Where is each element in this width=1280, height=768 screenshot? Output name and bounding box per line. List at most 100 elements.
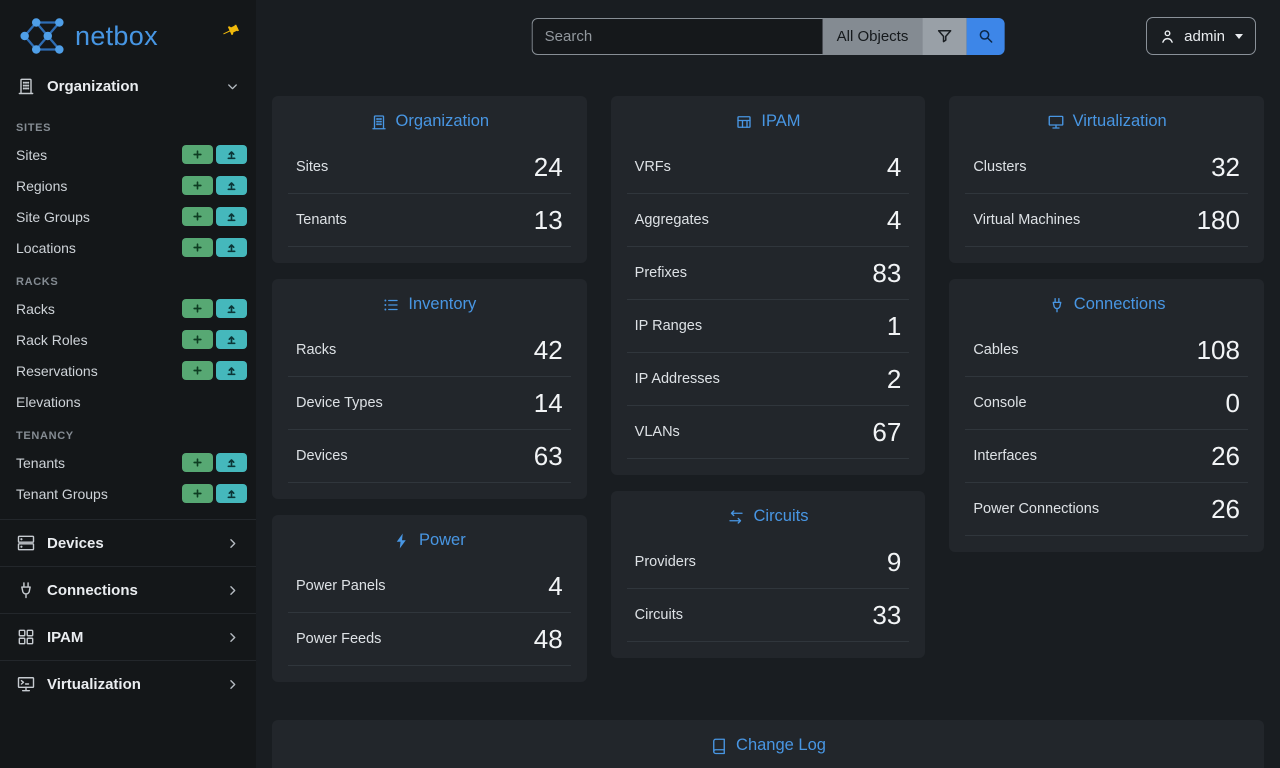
add-sites-button[interactable] <box>182 145 213 164</box>
card-title-link[interactable]: IPAM <box>761 112 801 130</box>
import-regions-button[interactable] <box>216 176 247 195</box>
stat-link-power-panels[interactable]: Power Panels <box>296 578 386 594</box>
stat-link-vlans[interactable]: VLANs <box>634 424 680 440</box>
add-racks-button[interactable] <box>182 299 213 318</box>
sidebar-section-ipam[interactable]: IPAM <box>0 613 256 660</box>
sidebar-item-tenant-groups[interactable]: Tenant Groups <box>16 485 108 502</box>
group-title-sites: SITES <box>16 122 52 134</box>
stat-value: 24 <box>533 152 563 182</box>
import-rack-roles-button[interactable] <box>216 330 247 349</box>
card-title-link[interactable]: Connections <box>1073 295 1166 313</box>
card-circuits: Circuits Providers 9 Circuits 33 <box>610 491 926 658</box>
stat-value: 4 <box>886 152 902 182</box>
upload-icon <box>227 182 236 191</box>
add-regions-button[interactable] <box>182 176 213 195</box>
card-title-link[interactable]: Virtualization <box>1072 112 1167 130</box>
pin-sidebar-icon[interactable] <box>223 22 240 39</box>
section-label: IPAM <box>47 628 84 646</box>
inventory-icon <box>384 299 399 310</box>
sidebar-item-regions[interactable]: Regions <box>16 177 68 194</box>
stat-link-clusters[interactable]: Clusters <box>973 159 1027 175</box>
add-locations-button[interactable] <box>182 238 213 257</box>
import-site-groups-button[interactable] <box>216 207 247 226</box>
dashboard-grid: Organization Sites 24 Tenants 13 <box>272 96 1264 682</box>
search-button[interactable] <box>966 17 1005 55</box>
sidebar-item-sites-row: Sites <box>0 139 256 170</box>
stat-link-power-feeds[interactable]: Power Feeds <box>296 631 382 647</box>
filter-button[interactable] <box>922 17 967 55</box>
stat-link-virtual-machines[interactable]: Virtual Machines <box>973 212 1081 228</box>
stat-value: 1 <box>886 311 902 341</box>
add-reservations-button[interactable] <box>182 361 213 380</box>
stat-link-sites[interactable]: Sites <box>296 159 329 175</box>
card-inventory: Inventory Racks 42 Device Types 14 Devic… <box>272 279 587 499</box>
add-site-groups-button[interactable] <box>182 207 213 226</box>
sidebar-item-elevations-row: Elevations <box>0 386 256 417</box>
plus-icon <box>193 304 202 313</box>
stat-link-devices[interactable]: Devices <box>296 448 348 464</box>
card-header: Change Log <box>288 720 1248 765</box>
plus-icon <box>193 150 202 159</box>
upload-icon <box>227 305 236 314</box>
sidebar-item-regions-row: Regions <box>0 170 256 201</box>
virtualization-icon <box>1048 115 1063 129</box>
add-tenants-button[interactable] <box>182 453 213 472</box>
sidebar-item-locations[interactable]: Locations <box>16 239 76 256</box>
card-title-link[interactable]: Organization <box>395 112 490 130</box>
stat-link-racks[interactable]: Racks <box>296 342 337 358</box>
stat-link-ip-addresses[interactable]: IP Addresses <box>634 371 720 387</box>
card-header: IPAM <box>627 96 910 141</box>
power-icon <box>396 533 406 548</box>
stat-link-vrfs[interactable]: VRFs <box>634 159 671 175</box>
sidebar-item-tenants[interactable]: Tenants <box>16 454 66 471</box>
sidebar-item-rack-roles[interactable]: Rack Roles <box>16 331 88 348</box>
add-rack-roles-button[interactable] <box>182 330 213 349</box>
sidebar-item-elevations[interactable]: Elevations <box>16 393 81 410</box>
devices-icon <box>17 535 35 551</box>
stat-link-prefixes[interactable]: Prefixes <box>634 265 688 281</box>
plug-icon <box>21 582 31 599</box>
import-sites-button[interactable] <box>216 145 247 164</box>
stat-link-cables[interactable]: Cables <box>973 342 1019 358</box>
search-input[interactable] <box>531 17 823 55</box>
stat-link-providers[interactable]: Providers <box>634 554 696 570</box>
sidebar-item-reservations[interactable]: Reservations <box>16 362 98 379</box>
import-racks-button[interactable] <box>216 299 247 318</box>
import-locations-button[interactable] <box>216 238 247 257</box>
search-scope-button[interactable]: All Objects <box>822 17 923 55</box>
stat-link-device-types[interactable]: Device Types <box>296 395 383 411</box>
user-menu-button[interactable]: admin <box>1146 17 1256 55</box>
stat-row: Tenants 13 <box>288 194 571 247</box>
sidebar-section-organization[interactable]: Organization <box>0 63 256 109</box>
stat-value: 0 <box>1225 388 1240 418</box>
stat-link-console[interactable]: Console <box>973 395 1027 411</box>
stat-link-tenants[interactable]: Tenants <box>296 212 347 228</box>
card-title-link[interactable]: Circuits <box>753 507 809 525</box>
sidebar-section-connections[interactable]: Connections <box>0 566 256 613</box>
sidebar-section-virtualization[interactable]: Virtualization <box>0 660 256 707</box>
import-reservations-button[interactable] <box>216 361 247 380</box>
section-label: Connections <box>47 581 138 599</box>
sidebar-item-site-groups[interactable]: Site Groups <box>16 208 90 225</box>
stat-row: Racks 42 <box>288 324 571 377</box>
card-title-link[interactable]: Change Log <box>736 736 826 754</box>
add-tenant-groups-button[interactable] <box>182 484 213 503</box>
stat-link-aggregates[interactable]: Aggregates <box>634 212 709 228</box>
sidebar-item-racks[interactable]: Racks <box>16 300 55 317</box>
sidebar-item-reservations-row: Reservations <box>0 355 256 386</box>
import-tenant-groups-button[interactable] <box>216 484 247 503</box>
sidebar-section-devices[interactable]: Devices <box>0 519 256 566</box>
stat-link-power-connections[interactable]: Power Connections <box>973 501 1100 517</box>
card-title-link[interactable]: Power <box>418 531 466 549</box>
import-tenants-button[interactable] <box>216 453 247 472</box>
netbox-logo[interactable]: netbox <box>16 15 158 57</box>
sidebar-item-sites[interactable]: Sites <box>16 146 48 163</box>
card-title-link[interactable]: Inventory <box>408 295 477 313</box>
sidebar-item-locations-row: Locations <box>0 232 256 263</box>
chevron-right-icon <box>225 536 240 551</box>
stat-link-circuits[interactable]: Circuits <box>634 607 683 623</box>
stat-link-interfaces[interactable]: Interfaces <box>973 448 1037 464</box>
stat-link-ip-ranges[interactable]: IP Ranges <box>634 318 703 334</box>
plus-icon <box>193 458 202 467</box>
stat-value: 180 <box>1196 205 1240 235</box>
